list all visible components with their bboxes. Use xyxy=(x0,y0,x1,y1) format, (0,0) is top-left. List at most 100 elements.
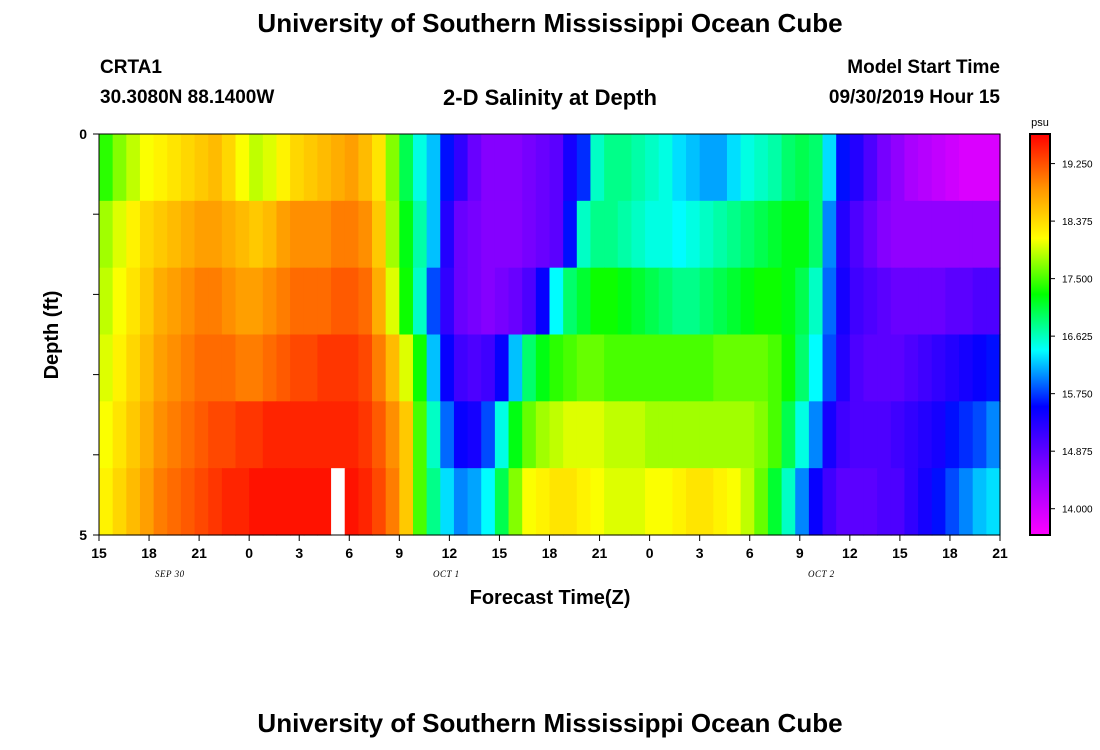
heatmap-cell xyxy=(344,334,359,402)
colorbar-tick-label: 16.625 xyxy=(1062,332,1093,343)
heatmap-cell xyxy=(262,200,278,269)
heatmap-cell xyxy=(385,267,400,336)
heatmap-cell xyxy=(604,200,619,269)
heatmap-cell xyxy=(781,468,796,536)
heatmap-cell xyxy=(822,134,837,202)
heatmap-cell xyxy=(221,200,237,269)
heatmap-cell xyxy=(194,267,209,336)
heatmap-cell xyxy=(959,267,974,336)
heatmap-cell xyxy=(290,468,305,536)
heatmap-cell xyxy=(221,267,237,336)
x-tick-label: 21 xyxy=(992,545,1008,561)
heatmap-cell xyxy=(658,267,673,336)
heatmap-cell xyxy=(508,401,523,469)
heatmap-cell xyxy=(918,267,933,336)
heatmap-cell xyxy=(808,401,824,469)
heatmap-cell xyxy=(290,200,305,269)
colorbar-gradient xyxy=(1029,133,1051,536)
heatmap-cell xyxy=(276,468,291,536)
heatmap-cell xyxy=(153,334,168,402)
heatmap-cell xyxy=(344,468,359,536)
heatmap-cell xyxy=(126,401,141,469)
heatmap-cell xyxy=(549,401,564,469)
heatmap-cell xyxy=(822,200,837,269)
heatmap-cell xyxy=(262,267,278,336)
heatmap-cell xyxy=(576,134,592,202)
chart-subtitle: 2-D Salinity at Depth xyxy=(443,85,657,110)
heatmap-cell xyxy=(331,134,346,202)
heatmap-cell xyxy=(631,200,646,269)
heatmap-cell xyxy=(139,267,155,336)
heatmap-cell xyxy=(713,468,728,536)
heatmap-cell xyxy=(754,267,769,336)
heatmap-cell xyxy=(781,200,796,269)
heatmap-cell xyxy=(795,200,810,269)
heatmap-cell xyxy=(904,334,919,402)
x-tick-label: 15 xyxy=(91,545,107,561)
heatmap-cell xyxy=(99,134,114,202)
heatmap-cell xyxy=(249,468,264,536)
heatmap-cell xyxy=(494,200,510,269)
heatmap-cell xyxy=(508,334,523,402)
heatmap-cell xyxy=(522,200,537,269)
heatmap-cell xyxy=(576,200,592,269)
heatmap-cell xyxy=(481,200,496,269)
heatmap-cell xyxy=(467,334,482,402)
heatmap-cell xyxy=(890,200,906,269)
heatmap-cell xyxy=(849,468,865,536)
colorbar-tick-label: 14.875 xyxy=(1062,447,1093,458)
heatmap-cell xyxy=(604,267,619,336)
heatmap-cell xyxy=(126,334,141,402)
heatmap-cell xyxy=(590,334,605,402)
heatmap-cell xyxy=(699,200,714,269)
heatmap-cell xyxy=(767,134,783,202)
heatmap-cell xyxy=(849,134,865,202)
heatmap-cell xyxy=(699,334,714,402)
heatmap-cell xyxy=(617,200,633,269)
heatmap-cell xyxy=(822,267,837,336)
heatmap-cell xyxy=(180,267,196,336)
heatmap-cell xyxy=(276,334,291,402)
colorbar-tick-label: 18.375 xyxy=(1062,217,1093,228)
heatmap-cell xyxy=(99,468,114,536)
heatmap-cell xyxy=(535,468,551,536)
heatmap-cell xyxy=(645,334,660,402)
x-tick-label: 6 xyxy=(746,545,754,561)
heatmap-cell xyxy=(726,334,742,402)
heatmap-cell xyxy=(426,267,441,336)
heatmap-cell xyxy=(508,200,523,269)
heatmap-cell xyxy=(986,267,1001,336)
salinity-heatmap-chart: 15 18 21 0 3 6 9 12 15 18 21 0 3 6 9 12 15 18 21 05 Depth … xyxy=(41,117,1093,609)
heatmap-cell xyxy=(399,134,414,202)
heatmap-cell xyxy=(849,334,865,402)
heatmap-cell xyxy=(576,267,592,336)
heatmap-cell xyxy=(617,468,633,536)
x-tick-label: 3 xyxy=(295,545,303,561)
heatmap-cell xyxy=(249,334,264,402)
heatmap-cell xyxy=(453,401,469,469)
heatmap-cell xyxy=(863,200,878,269)
heatmap-cell xyxy=(440,401,455,469)
heatmap-cell xyxy=(153,200,168,269)
heatmap-cell xyxy=(331,468,346,536)
x-tick-label: 21 xyxy=(191,545,207,561)
heatmap-cell xyxy=(412,200,428,269)
footer-title: University of Southern Mississippi Ocean… xyxy=(257,708,843,738)
heatmap-cell xyxy=(358,334,373,402)
heatmap-cell xyxy=(945,267,960,336)
heatmap-cell xyxy=(986,401,1001,469)
heatmap-cell xyxy=(153,468,168,536)
heatmap-cell xyxy=(686,468,701,536)
heatmap-cell xyxy=(344,200,359,269)
y-tick-label: 5 xyxy=(79,527,87,543)
heatmap-cell xyxy=(180,200,196,269)
heatmap-cell xyxy=(549,134,564,202)
heatmap-cell xyxy=(686,401,701,469)
heatmap-cell xyxy=(290,401,305,469)
heatmap-cell xyxy=(399,267,414,336)
heatmap-cell xyxy=(358,200,373,269)
heatmap-cell xyxy=(535,134,551,202)
heatmap-cell xyxy=(522,401,537,469)
heatmap-cell xyxy=(931,401,946,469)
heatmap-cell xyxy=(863,334,878,402)
